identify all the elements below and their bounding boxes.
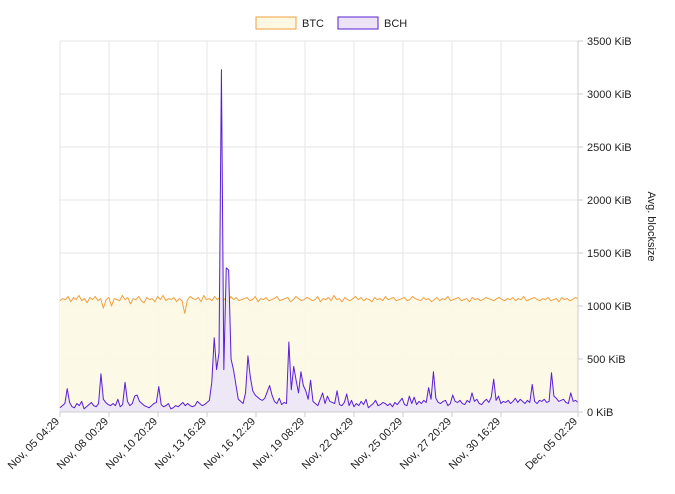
y-tick-label: 2000 KiB [587, 195, 632, 207]
legend-item-bch[interactable]: BCH [337, 16, 407, 30]
x-tick-label: Nov, 30 16:29 [447, 416, 503, 472]
y-tick-label: 1000 KiB [587, 301, 632, 313]
series-area-btc [60, 295, 578, 412]
y-tick-label: 1500 KiB [587, 248, 632, 260]
legend[interactable]: BTC BCH [255, 16, 407, 30]
series-layer [59, 69, 579, 413]
series-line-bch [59, 69, 579, 410]
legend-label-btc: BTC [302, 18, 324, 30]
legend-label-bch: BCH [384, 18, 407, 30]
legend-swatch-btc [255, 16, 297, 30]
y-tick-label: 2500 KiB [587, 142, 632, 154]
y-axis-title: Avg. blocksize [645, 191, 657, 261]
y-tick-label: 3000 KiB [587, 89, 632, 101]
legend-swatch-bch [337, 16, 379, 30]
series-line-btc [59, 294, 579, 314]
x-tick-label: Dec, 05 02:29 [523, 416, 580, 473]
y-tick-label: 3500 KiB [587, 36, 632, 48]
y-tick-label: 0 KiB [587, 407, 613, 419]
y-tick-label: 500 KiB [587, 354, 626, 366]
legend-item-btc[interactable]: BTC [255, 16, 324, 30]
